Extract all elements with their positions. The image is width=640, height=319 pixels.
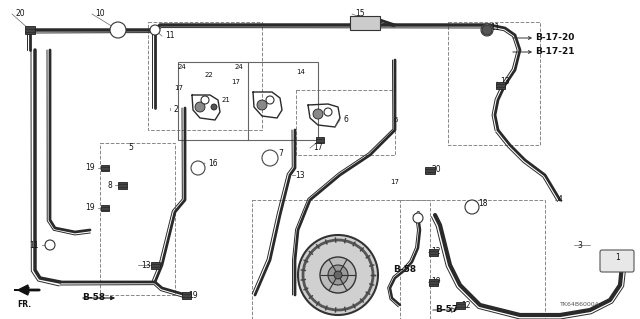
Text: 21: 21 xyxy=(222,97,231,103)
Text: 17: 17 xyxy=(231,79,240,85)
Text: 12: 12 xyxy=(461,300,470,309)
Circle shape xyxy=(195,102,205,112)
Bar xyxy=(296,90,395,155)
Text: 18: 18 xyxy=(478,199,488,209)
Text: 20: 20 xyxy=(15,10,24,19)
Circle shape xyxy=(257,100,267,110)
Circle shape xyxy=(194,164,202,172)
Bar xyxy=(429,278,438,286)
Bar xyxy=(316,137,324,143)
Text: B-58: B-58 xyxy=(82,293,105,302)
Text: 2: 2 xyxy=(173,106,178,115)
Circle shape xyxy=(324,108,332,116)
Bar xyxy=(429,249,438,256)
Text: TK64B6000A: TK64B6000A xyxy=(560,302,600,308)
Text: 11: 11 xyxy=(165,32,175,41)
Text: 19: 19 xyxy=(85,164,95,173)
Text: 17: 17 xyxy=(174,85,183,91)
Bar xyxy=(350,16,380,30)
Text: 5: 5 xyxy=(128,144,133,152)
Circle shape xyxy=(334,271,342,279)
Text: 1: 1 xyxy=(615,254,620,263)
Bar xyxy=(101,165,109,171)
Bar xyxy=(25,26,35,34)
Circle shape xyxy=(211,104,217,110)
Text: 12: 12 xyxy=(431,248,440,256)
Bar xyxy=(456,301,465,308)
Text: 8: 8 xyxy=(108,181,112,189)
Circle shape xyxy=(262,150,278,166)
Text: 20: 20 xyxy=(431,166,440,174)
Text: 13: 13 xyxy=(141,261,150,270)
Circle shape xyxy=(481,24,493,36)
Circle shape xyxy=(201,96,209,104)
Bar xyxy=(148,22,262,130)
Text: 24: 24 xyxy=(178,64,187,70)
Text: 19: 19 xyxy=(85,204,95,212)
Bar xyxy=(448,22,540,145)
Bar xyxy=(425,167,435,174)
Circle shape xyxy=(320,257,356,293)
Bar xyxy=(101,205,109,211)
Text: 11: 11 xyxy=(490,24,499,33)
Text: B-17-20: B-17-20 xyxy=(535,33,574,42)
Circle shape xyxy=(313,109,323,119)
Text: 3: 3 xyxy=(577,241,582,249)
Bar xyxy=(252,200,430,319)
Text: 19: 19 xyxy=(188,291,198,300)
Circle shape xyxy=(467,202,477,212)
Bar xyxy=(182,292,191,299)
Text: 11: 11 xyxy=(29,241,39,249)
Text: 13: 13 xyxy=(500,78,509,86)
Text: 6: 6 xyxy=(393,117,397,123)
Bar xyxy=(178,62,318,140)
Text: 19: 19 xyxy=(431,278,440,286)
Circle shape xyxy=(191,161,205,175)
Text: B-57: B-57 xyxy=(435,306,458,315)
Text: 22: 22 xyxy=(205,72,214,78)
Bar xyxy=(100,143,175,295)
Circle shape xyxy=(265,153,275,163)
Circle shape xyxy=(465,200,479,214)
Text: 14: 14 xyxy=(296,69,305,75)
Circle shape xyxy=(150,25,160,35)
Circle shape xyxy=(484,27,490,33)
Circle shape xyxy=(112,24,124,36)
Circle shape xyxy=(45,240,55,250)
Text: B-17-21: B-17-21 xyxy=(535,48,575,56)
Text: 6: 6 xyxy=(343,115,348,124)
Circle shape xyxy=(413,213,423,223)
Circle shape xyxy=(482,25,492,35)
Bar xyxy=(495,81,504,88)
Bar xyxy=(150,262,159,269)
Text: B-58: B-58 xyxy=(393,265,416,275)
Text: 16: 16 xyxy=(208,159,218,167)
Text: 4: 4 xyxy=(558,196,563,204)
Bar xyxy=(118,182,127,189)
Text: 9: 9 xyxy=(416,211,421,219)
Text: FR.: FR. xyxy=(17,300,31,309)
Polygon shape xyxy=(14,285,28,295)
Text: 13: 13 xyxy=(295,170,305,180)
Circle shape xyxy=(266,96,274,104)
Text: 10: 10 xyxy=(95,10,104,19)
Text: 17: 17 xyxy=(313,144,323,152)
Circle shape xyxy=(110,22,126,38)
Text: 24: 24 xyxy=(235,64,244,70)
Text: 15: 15 xyxy=(355,10,365,19)
Text: 7: 7 xyxy=(278,149,283,158)
FancyBboxPatch shape xyxy=(600,250,634,272)
Text: 17: 17 xyxy=(390,179,399,185)
Circle shape xyxy=(298,235,378,315)
Bar xyxy=(400,200,545,319)
Circle shape xyxy=(328,265,348,285)
